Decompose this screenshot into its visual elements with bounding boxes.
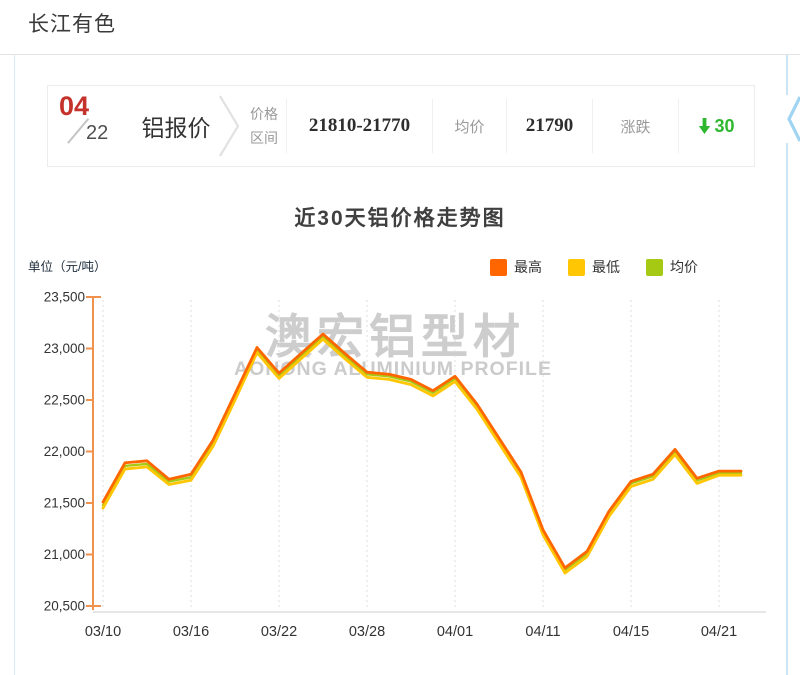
- x-tick-label: 03/16: [173, 624, 209, 640]
- price-range-label: 价格 区间: [242, 86, 286, 166]
- x-tick-label: 03/22: [261, 624, 297, 640]
- series-line-avg: [101, 334, 743, 572]
- legend-swatch-min: [568, 258, 585, 276]
- header-divider: [0, 54, 800, 55]
- series-line-max: [101, 332, 743, 570]
- price-range-label-line2: 区间: [250, 130, 278, 146]
- cell-divider: [286, 99, 287, 153]
- y-tick-label: 23,500: [44, 290, 85, 305]
- x-tick-label: 04/21: [701, 624, 737, 640]
- y-axis: 23,500 23,000 22,500 22,000 21,500 21,000 20,5…: [44, 290, 101, 614]
- cell-divider: [506, 99, 507, 153]
- legend-label-avg: 均价: [670, 259, 698, 275]
- quote-day: 22: [86, 122, 109, 144]
- chart-legend: 最高 最低 均价: [490, 257, 698, 277]
- svg-text:AOHONG ALUMINIUM PROFILE: AOHONG ALUMINIUM PROFILE: [234, 358, 552, 380]
- carousel-prev-icon[interactable]: [786, 95, 800, 143]
- change-value: 30: [679, 86, 754, 166]
- price-range-value: 21810-21770: [308, 115, 411, 136]
- page-title: 长江有色: [28, 13, 116, 36]
- legend-item-avg[interactable]: 均价: [646, 257, 698, 277]
- y-tick-label: 22,000: [44, 444, 85, 459]
- legend-label-max: 最高: [514, 259, 542, 275]
- down-arrow-icon: [699, 117, 711, 134]
- y-tick-label: 21,000: [44, 547, 85, 562]
- legend-item-min[interactable]: 最低: [568, 257, 620, 277]
- change-label: 涨跌: [620, 118, 651, 136]
- quote-date: 04 22: [48, 86, 136, 166]
- x-axis-labels: 03/10 03/16 03/22 03/28 04/01 04/11 04/15 04/21: [85, 624, 737, 640]
- chevron-right-icon: [216, 86, 242, 166]
- series-line-min: [101, 337, 743, 575]
- cell-divider: [678, 99, 679, 153]
- x-tick-label: 03/10: [85, 624, 121, 640]
- x-tick-label: 04/01: [437, 624, 473, 640]
- legend-swatch-avg: [646, 258, 663, 276]
- change-amount: 30: [714, 115, 735, 136]
- y-tick-label: 20,500: [44, 599, 85, 614]
- quote-bar: 04 22 铝报价 价格 区间 21810-21770 均价 21790 涨跌 …: [47, 85, 755, 167]
- x-tick-label: 04/11: [525, 624, 560, 640]
- axis-unit-label: 单位（元/吨）: [28, 260, 107, 274]
- quote-month: 04: [59, 91, 90, 121]
- legend-swatch-max: [490, 258, 507, 276]
- cell-divider: [432, 99, 433, 153]
- y-tick-label: 23,000: [44, 341, 85, 356]
- x-tick-label: 03/28: [349, 624, 385, 640]
- price-range-label-line1: 价格: [250, 105, 278, 122]
- cell-divider: [592, 99, 593, 153]
- legend-label-min: 最低: [592, 259, 620, 275]
- avg-price-label: 均价: [454, 118, 485, 136]
- gridlines: [102, 300, 720, 610]
- quote-product-label: 铝报价: [141, 115, 211, 141]
- legend-item-max[interactable]: 最高: [490, 257, 542, 277]
- chart-title: 近30天铝价格走势图: [294, 207, 506, 230]
- x-tick-label: 04/15: [613, 624, 649, 640]
- y-tick-label: 21,500: [44, 496, 85, 511]
- avg-price-value: 21790: [525, 115, 574, 136]
- y-tick-label: 22,500: [44, 393, 85, 408]
